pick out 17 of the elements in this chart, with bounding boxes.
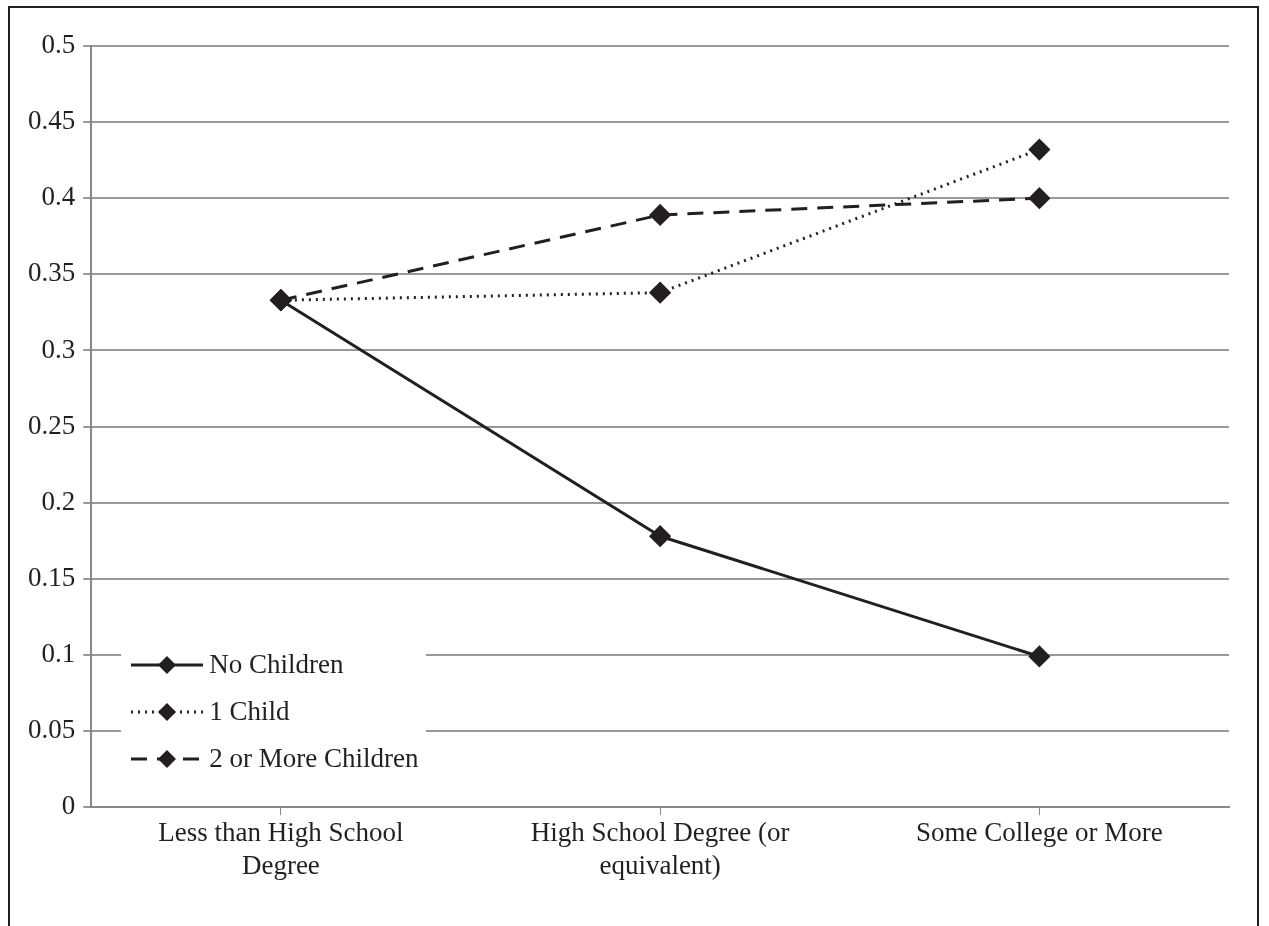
y-tick-label: 0.25 bbox=[28, 409, 76, 440]
y-tick-label: 0 bbox=[61, 790, 76, 821]
y-tick-label: 0.45 bbox=[28, 105, 76, 136]
y-tick-label: 0.05 bbox=[28, 714, 76, 745]
x-tick-label: High School Degree (or equivalent) bbox=[530, 817, 790, 880]
y-tick-label: 0.35 bbox=[28, 257, 76, 288]
legend-label: 1 Child bbox=[209, 696, 290, 728]
y-tick-label: 0.4 bbox=[41, 181, 76, 212]
y-tick-label: 0.2 bbox=[41, 485, 76, 516]
x-tick-label: Some College or More bbox=[916, 817, 1163, 848]
legend-label: 2 or More Children bbox=[209, 743, 419, 775]
y-tick-label: 0.5 bbox=[41, 29, 76, 60]
legend-label: No Children bbox=[209, 649, 344, 681]
y-tick-label: 0.15 bbox=[28, 561, 76, 592]
y-tick-label: 0.1 bbox=[41, 638, 76, 669]
y-tick-label: 0.3 bbox=[41, 333, 76, 364]
x-tick-label: Less than High School Degree bbox=[158, 817, 404, 880]
